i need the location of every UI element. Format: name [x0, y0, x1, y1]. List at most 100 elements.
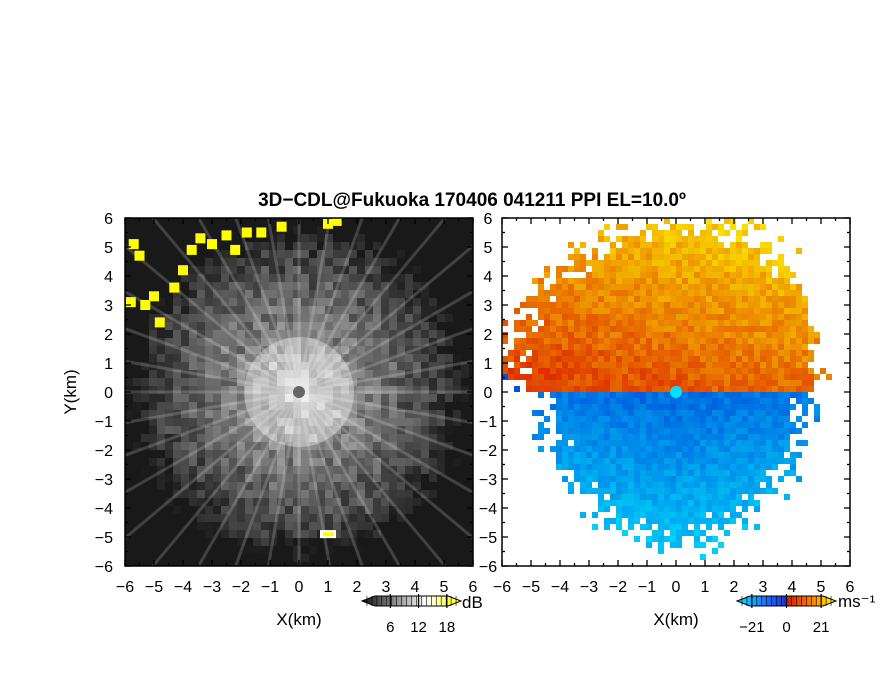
velocity-cell [670, 242, 676, 248]
snr-cell [461, 538, 469, 546]
velocity-cell [718, 302, 724, 308]
snr-cell [149, 330, 157, 338]
velocity-cell [700, 542, 706, 548]
velocity-cell [754, 452, 760, 458]
snr-cell [237, 530, 245, 538]
snr-cell [221, 474, 229, 482]
snr-cell [397, 370, 405, 378]
velocity-cell [652, 290, 658, 296]
velocity-cell [706, 488, 712, 494]
velocity-cell [712, 290, 718, 296]
snr-cell [173, 426, 181, 434]
snr-cell [269, 282, 277, 290]
velocity-cell [766, 398, 772, 404]
velocity-cell [700, 338, 706, 344]
snr-cell [349, 234, 357, 242]
snr-cell [309, 298, 317, 306]
velocity-cell [688, 404, 694, 410]
velocity-cell [574, 266, 580, 272]
velocity-cell [652, 326, 658, 332]
snr-cell [197, 338, 205, 346]
velocity-cell [550, 368, 556, 374]
velocity-cell [622, 242, 628, 248]
y-tick-label: −3 [95, 472, 113, 489]
snr-cell [381, 242, 389, 250]
snr-cell [277, 394, 285, 402]
snr-cell [349, 434, 357, 442]
velocity-cell [538, 434, 544, 440]
snr-cell [277, 258, 285, 266]
velocity-cell [622, 416, 628, 422]
velocity-cell [658, 470, 664, 476]
snr-cell [157, 506, 165, 514]
snr-cell [349, 562, 357, 566]
velocity-cell [706, 320, 712, 326]
snr-cell [405, 426, 413, 434]
snr-cell [237, 306, 245, 314]
snr-cell [333, 394, 341, 402]
snr-cell [213, 234, 221, 242]
snr-cell [173, 514, 181, 522]
velocity-cell [616, 368, 622, 374]
velocity-cell [568, 422, 574, 428]
snr-cell [349, 346, 357, 354]
velocity-cell [568, 278, 574, 284]
snr-cell [181, 522, 189, 530]
snr-cell [213, 266, 221, 274]
snr-cell [453, 394, 461, 402]
velocity-cell [544, 428, 550, 434]
snr-cell [317, 466, 325, 474]
velocity-cell [622, 464, 628, 470]
snr-cell [429, 330, 437, 338]
velocity-cell [634, 356, 640, 362]
snr-cell [357, 450, 365, 458]
velocity-cell [580, 362, 586, 368]
velocity-cell [532, 302, 538, 308]
snr-cell [421, 418, 429, 426]
velocity-cell [682, 518, 688, 524]
velocity-cell [664, 410, 670, 416]
velocity-cell [586, 464, 592, 470]
snr-cell [197, 250, 205, 258]
velocity-cell [556, 416, 562, 422]
velocity-cell [670, 230, 676, 236]
snr-cell [245, 314, 253, 322]
velocity-cell [682, 458, 688, 464]
velocity-cell [730, 458, 736, 464]
snr-cell [141, 394, 149, 402]
snr-cell [341, 458, 349, 466]
snr-cell [285, 434, 293, 442]
snr-cell [285, 450, 293, 458]
velocity-cell [754, 356, 760, 362]
velocity-cell [574, 410, 580, 416]
velocity-cell [718, 404, 724, 410]
velocity-cell [562, 278, 568, 284]
snr-cell [269, 410, 277, 418]
velocity-cell [658, 248, 664, 254]
snr-cell [261, 482, 269, 490]
velocity-cell [796, 344, 802, 350]
velocity-cell [724, 254, 730, 260]
snr-cell [261, 562, 269, 566]
snr-cell [253, 322, 261, 330]
velocity-cell [640, 260, 646, 266]
snr-cell [381, 458, 389, 466]
snr-cell [221, 250, 229, 258]
snr-cell [165, 378, 173, 386]
velocity-cell [718, 452, 724, 458]
velocity-cell [568, 464, 574, 470]
snr-cell [301, 514, 309, 522]
velocity-cell [712, 320, 718, 326]
snr-cell [373, 530, 381, 538]
velocity-cell [658, 536, 664, 542]
snr-cell [429, 274, 437, 282]
velocity-cell [676, 314, 682, 320]
snr-cell [157, 250, 165, 258]
velocity-cell [688, 440, 694, 446]
snr-cell [269, 514, 277, 522]
velocity-cell [598, 506, 604, 512]
velocity-cell [778, 476, 784, 482]
velocity-cell [664, 506, 670, 512]
snr-cell [421, 378, 429, 386]
snr-cell [245, 346, 253, 354]
